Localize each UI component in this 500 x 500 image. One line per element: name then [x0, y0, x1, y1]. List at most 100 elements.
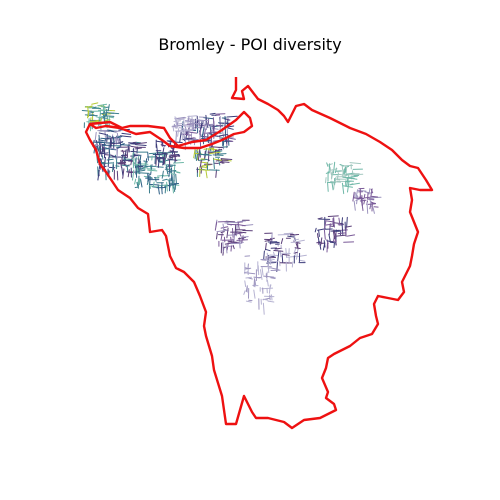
street-segment	[358, 190, 367, 192]
street-segment	[281, 254, 284, 263]
street-segment	[329, 166, 332, 175]
street-segment	[168, 168, 171, 178]
street-segment	[165, 152, 168, 159]
street-segment	[120, 159, 122, 168]
street-segment	[341, 182, 345, 195]
street-segment	[212, 154, 224, 156]
street-segment	[120, 144, 131, 146]
street-segment	[237, 236, 247, 240]
street-segment	[139, 154, 142, 165]
street-segment	[167, 164, 176, 166]
street-segment	[226, 139, 234, 142]
street-segment	[87, 111, 95, 114]
street-segment	[127, 145, 130, 153]
street-segment	[110, 136, 113, 149]
street-segment	[227, 240, 238, 243]
street-segment	[209, 112, 216, 115]
street-segment	[157, 185, 160, 195]
street-segment	[266, 255, 271, 258]
street-segment	[349, 182, 360, 186]
street-segment	[201, 122, 203, 129]
street-segment	[328, 163, 331, 174]
street-segment	[184, 125, 187, 131]
street-segment	[326, 162, 329, 167]
street-segment	[193, 147, 196, 159]
street-segment	[336, 172, 339, 181]
street-segment	[149, 185, 159, 188]
street-segment	[363, 199, 366, 205]
street-segment	[347, 177, 358, 180]
street-segment	[147, 151, 149, 161]
street-segment	[93, 119, 100, 122]
street-segment	[92, 106, 97, 109]
street-segment	[226, 115, 238, 118]
street-segment	[261, 266, 264, 276]
street-segment	[323, 228, 326, 240]
street-segment	[343, 168, 346, 175]
street-segment	[97, 103, 108, 107]
street-segment	[334, 234, 347, 237]
street-segment	[136, 167, 139, 174]
street-segment	[237, 224, 246, 227]
street-segment	[202, 154, 212, 156]
street-segment	[162, 175, 170, 177]
street-segment	[293, 234, 296, 239]
street-segment	[95, 116, 101, 119]
street-segment	[262, 298, 269, 301]
street-segment	[148, 152, 157, 155]
street-segment	[367, 198, 375, 201]
street-segment	[100, 112, 108, 115]
street-segment	[273, 251, 276, 257]
street-segment	[329, 241, 337, 244]
street-segment	[106, 135, 111, 137]
street-segment	[157, 158, 160, 168]
street-segment	[286, 255, 299, 258]
street-segment	[119, 135, 132, 138]
street-segment	[125, 158, 133, 160]
street-segment	[185, 131, 188, 140]
street-segment	[227, 127, 234, 130]
street-segment	[335, 170, 342, 172]
street-segment	[137, 161, 140, 172]
street-segment	[220, 231, 225, 234]
street-segment	[245, 285, 248, 292]
street-segment	[214, 149, 223, 152]
street-segment	[327, 182, 329, 192]
street-segment	[147, 169, 158, 172]
street-segment	[331, 180, 334, 191]
street-segment	[122, 168, 125, 179]
street-segment	[101, 155, 104, 160]
street-segment	[170, 172, 175, 176]
street-segment	[112, 161, 114, 172]
street-segment	[216, 124, 223, 127]
street-segment	[156, 157, 160, 163]
street-segment	[222, 223, 225, 232]
street-segment	[355, 189, 359, 198]
street-segment	[343, 168, 347, 175]
street-segment	[203, 147, 215, 150]
street-segment	[209, 129, 212, 135]
street-segment	[106, 158, 114, 161]
street-segment	[157, 184, 168, 187]
street-network-layer	[81, 102, 382, 315]
street-segment	[262, 302, 265, 315]
street-segment	[97, 166, 99, 177]
street-segment	[175, 173, 177, 184]
street-segment	[226, 227, 229, 239]
street-segment	[264, 248, 271, 252]
street-segment	[203, 120, 206, 131]
street-segment	[116, 149, 118, 160]
street-segment	[225, 220, 236, 223]
street-segment	[156, 156, 164, 159]
street-segment	[107, 104, 110, 112]
street-segment	[332, 230, 336, 240]
street-segment	[326, 242, 328, 253]
street-segment	[245, 300, 252, 303]
street-segment	[203, 117, 214, 120]
street-segment	[346, 234, 356, 237]
street-segment	[209, 146, 212, 153]
street-segment	[271, 277, 276, 279]
street-segment	[347, 181, 350, 193]
street-segment	[206, 123, 215, 126]
